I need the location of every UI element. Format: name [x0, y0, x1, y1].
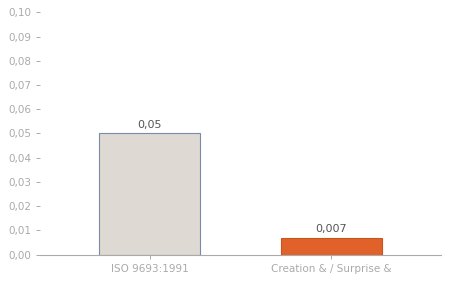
Bar	[100, 133, 199, 255]
Bar	[282, 238, 382, 255]
Text: 0,05: 0,05	[137, 120, 162, 130]
Text: 0,007: 0,007	[316, 224, 348, 234]
